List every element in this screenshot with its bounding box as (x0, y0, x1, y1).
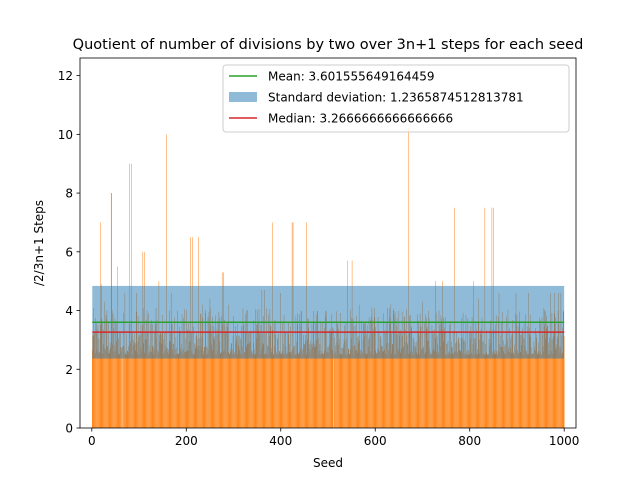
legend: Mean: 3.601555649164459 Standard deviati… (222, 64, 570, 133)
x-tick-label: 200 (175, 434, 198, 448)
axes-frame (79, 57, 577, 429)
chart-title: Quotient of number of divisions by two o… (73, 37, 584, 53)
legend-box (222, 64, 570, 133)
y-tick-label: 6 (65, 245, 73, 259)
x-tick-label: 800 (458, 434, 481, 448)
x-axis-label: Seed (313, 456, 343, 470)
x-tick-label: 0 (88, 434, 96, 448)
x-axis-ticks: 0 200 400 600 800 1000 (88, 428, 579, 448)
y-axis-label: /2/3n+1 Steps (32, 200, 46, 286)
legend-swatch-std (229, 92, 257, 102)
legend-label-median: Median: 3.2666666666666666 (268, 112, 453, 126)
x-tick-label: 600 (364, 434, 387, 448)
y-tick-label: 10 (58, 128, 73, 142)
legend-label-std: Standard deviation: 1.2365874512813781 (268, 91, 524, 105)
plot-area (92, 128, 565, 428)
y-tick-label: 8 (65, 187, 73, 201)
x-tick-label: 1000 (549, 434, 580, 448)
bar-series (92, 128, 565, 428)
y-tick-label: 4 (65, 304, 73, 318)
y-tick-label: 0 (65, 422, 73, 436)
y-tick-label: 2 (65, 363, 73, 377)
y-tick-label: 12 (58, 69, 73, 83)
y-axis-ticks: 0 2 4 6 8 10 12 (58, 69, 80, 436)
legend-label-mean: Mean: 3.601555649164459 (268, 70, 435, 84)
x-tick-label: 400 (269, 434, 292, 448)
